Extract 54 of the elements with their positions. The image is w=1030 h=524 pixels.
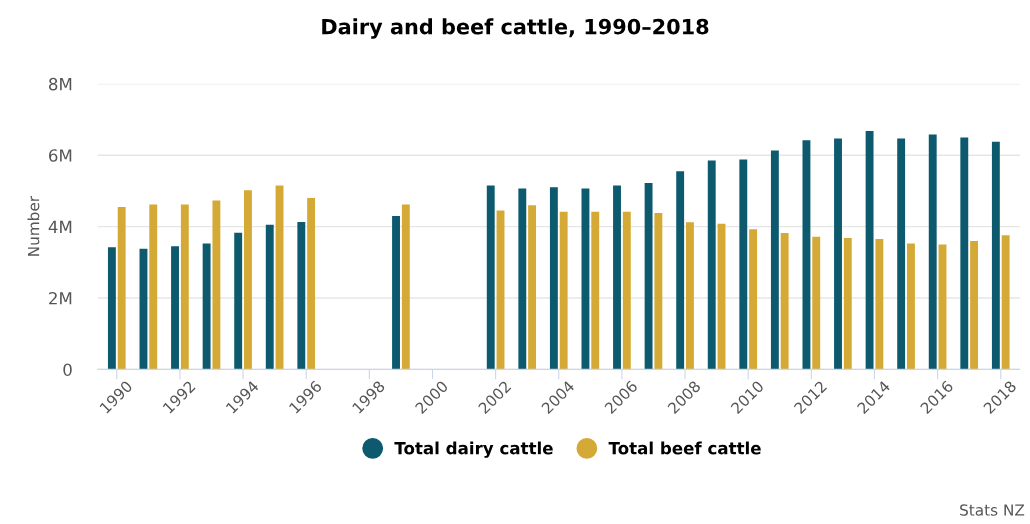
y-tick-label: 4M xyxy=(48,220,72,233)
bar xyxy=(676,171,685,370)
bar xyxy=(297,221,306,370)
bar xyxy=(928,134,937,370)
bar xyxy=(1001,235,1010,370)
bar xyxy=(212,200,221,370)
bar xyxy=(654,213,663,370)
bar xyxy=(528,205,537,370)
legend-label: Total beef cattle xyxy=(608,441,761,455)
bar xyxy=(770,150,779,370)
bar xyxy=(202,243,211,370)
bar xyxy=(875,239,884,370)
bar xyxy=(834,138,842,370)
bar xyxy=(622,211,631,370)
bar xyxy=(149,204,158,370)
y-axis-title: Number xyxy=(27,195,40,256)
y-tick-label: 0 xyxy=(63,363,72,376)
bar xyxy=(234,232,243,370)
bar xyxy=(707,160,716,370)
bar xyxy=(549,187,558,370)
bar xyxy=(906,243,915,370)
bar xyxy=(307,198,316,370)
bar xyxy=(865,130,874,370)
bar xyxy=(171,246,179,370)
text: Stats NZ xyxy=(960,504,1025,516)
bar xyxy=(843,238,852,370)
y-tick-label: 8M xyxy=(49,77,72,91)
bar xyxy=(686,222,694,370)
bar xyxy=(518,188,527,370)
bar xyxy=(401,204,410,370)
bar xyxy=(107,247,116,370)
bar xyxy=(591,211,600,370)
bar xyxy=(180,204,189,370)
bar xyxy=(802,140,811,370)
bar xyxy=(991,141,1000,370)
bar xyxy=(644,183,653,370)
bar xyxy=(812,236,821,370)
bar xyxy=(970,240,979,370)
bar xyxy=(244,190,252,370)
bar xyxy=(265,224,274,370)
bar xyxy=(897,138,906,370)
bar xyxy=(780,233,789,370)
bar xyxy=(960,137,969,370)
y-tick-label: 6M xyxy=(49,149,72,162)
bar xyxy=(613,185,621,370)
bar xyxy=(559,211,568,370)
chart-title: Dairy and beef cattle, 1990–2018 xyxy=(322,18,709,39)
bar xyxy=(392,215,400,370)
bar xyxy=(739,159,748,370)
bar xyxy=(749,229,758,370)
y-tick-label: 2M xyxy=(49,291,72,305)
bar xyxy=(486,185,495,370)
bar xyxy=(117,207,126,370)
legend-label: Total dairy cattle xyxy=(394,441,553,458)
